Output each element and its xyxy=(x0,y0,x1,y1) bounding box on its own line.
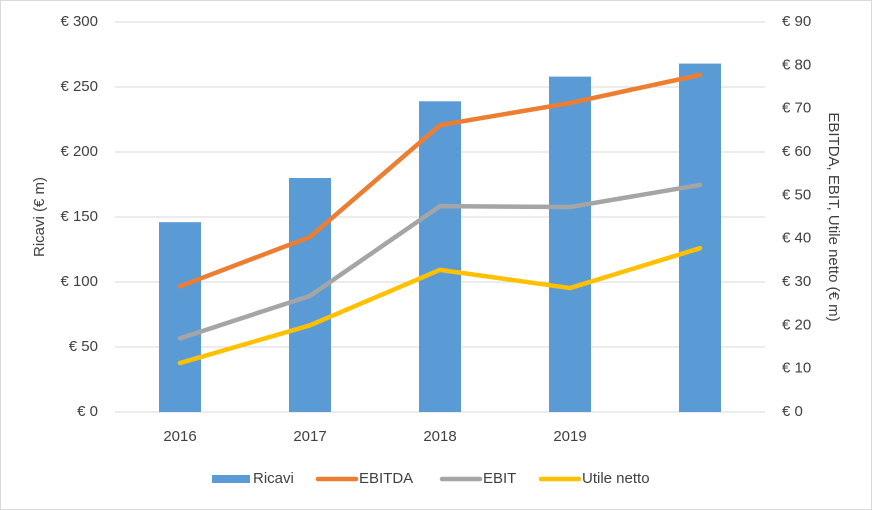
y2-tick-label: € 60 xyxy=(782,143,811,160)
line xyxy=(177,72,703,289)
legend-label: EBITDA xyxy=(359,470,413,487)
x-tick-label: 2019 xyxy=(553,428,586,445)
bar xyxy=(549,76,591,412)
y-tick-label: € 100 xyxy=(60,273,98,290)
y2-tick-label: € 70 xyxy=(782,100,811,117)
y2-tick-label: € 40 xyxy=(782,230,811,247)
y2-tick-label: € 30 xyxy=(782,273,811,290)
y2-tick-label: € 10 xyxy=(782,360,811,377)
y-tick-label: € 0 xyxy=(77,403,98,420)
legend-label: Ricavi xyxy=(253,470,294,487)
y-tick-label: € 50 xyxy=(69,338,98,355)
legend-label: Utile netto xyxy=(582,470,650,487)
legend-marker xyxy=(212,475,250,483)
y2-axis-title: EBITDA, EBIT, Utile netto (€ m) xyxy=(825,112,842,321)
x-tick-label: 2017 xyxy=(293,428,326,445)
y-axis-title: Ricavi (€ m) xyxy=(31,177,48,257)
y2-tick-label: € 50 xyxy=(782,186,811,203)
y2-tick-label: € 20 xyxy=(782,316,811,333)
x-tick-label: 2018 xyxy=(423,428,456,445)
y2-tick-label: € 0 xyxy=(782,403,803,420)
y-tick-label: € 200 xyxy=(60,143,98,160)
x-tick-label: 2016 xyxy=(163,428,196,445)
bar xyxy=(419,101,461,413)
bar xyxy=(159,222,201,412)
bar xyxy=(679,63,721,412)
legend-label: EBIT xyxy=(483,470,516,487)
line xyxy=(177,245,703,366)
y2-tick-label: € 80 xyxy=(782,56,811,73)
line xyxy=(177,182,703,341)
y-tick-label: € 300 xyxy=(60,13,98,30)
y-tick-label: € 250 xyxy=(60,78,98,95)
y2-tick-label: € 90 xyxy=(782,13,811,30)
y-tick-label: € 150 xyxy=(60,208,98,225)
